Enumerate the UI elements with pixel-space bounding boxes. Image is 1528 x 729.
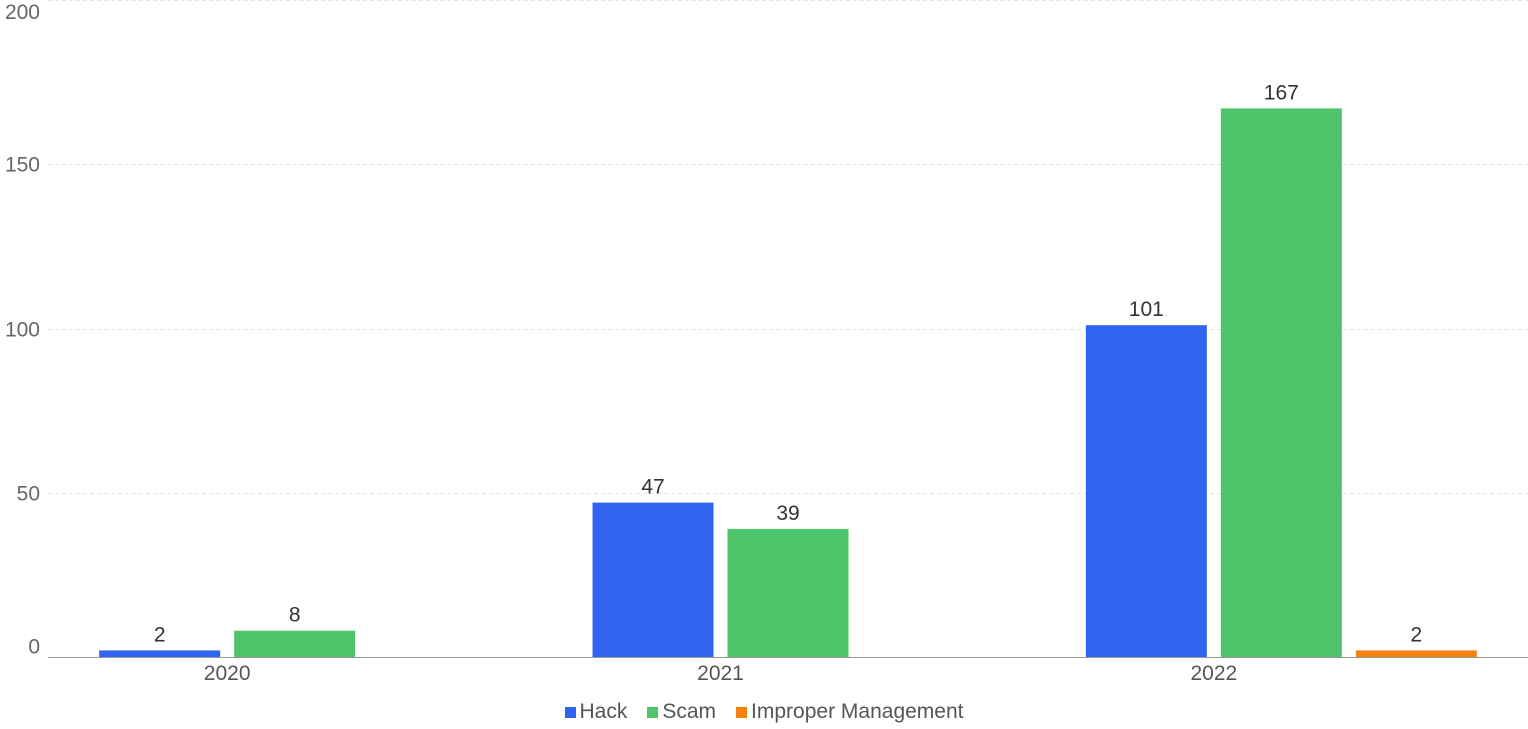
legend-label: Scam	[662, 700, 717, 723]
legend-label: Hack	[579, 700, 628, 723]
legend-label: Improper Management	[751, 700, 964, 723]
y-tick-label: 150	[5, 154, 40, 177]
y-tick-label: 100	[5, 319, 40, 342]
legend-swatch	[736, 706, 748, 718]
legend-item[interactable]: Hack	[564, 700, 628, 724]
x-tick-label: 2022	[1190, 662, 1237, 685]
bars	[99, 108, 1477, 657]
legend-swatch	[564, 706, 576, 718]
legend: Hack Scam Improper Management	[0, 700, 1528, 724]
data-label: 2	[1410, 623, 1422, 646]
x-tick-label: 2021	[697, 662, 744, 685]
legend-swatch	[647, 706, 659, 718]
bar-hack-2020	[99, 650, 221, 657]
legend-item[interactable]: Scam	[647, 700, 716, 724]
y-tick-label: 50	[17, 483, 40, 506]
bar-improper-management-2022	[1355, 650, 1477, 657]
bar-scam-2020	[234, 630, 356, 657]
legend-item[interactable]: Improper Management	[736, 700, 964, 724]
bar-hack-2021	[592, 502, 714, 657]
bar-hack-2022	[1085, 325, 1207, 657]
x-axis: 2020 2021 2022	[48, 657, 1528, 685]
y-tick-label: 0	[28, 636, 40, 659]
bar-scam-2022	[1220, 108, 1342, 657]
bar-scam-2021	[727, 528, 849, 657]
data-labels: 2 8 47 39 101 167 2	[154, 81, 1422, 646]
data-label: 167	[1264, 81, 1299, 104]
data-label: 39	[776, 502, 799, 525]
data-label: 8	[289, 604, 301, 627]
data-label: 101	[1129, 298, 1164, 321]
data-label: 47	[641, 476, 664, 499]
x-tick-label: 2020	[204, 662, 251, 685]
data-label: 2	[154, 623, 166, 646]
y-tick-label: 200	[5, 1, 40, 24]
bar-chart: 0 50 100 150 200 2 8 47 39 101 167 2 2020 2021 2022	[5, 0, 1528, 685]
y-axis-ticks: 0 50 100 150 200	[5, 1, 40, 659]
